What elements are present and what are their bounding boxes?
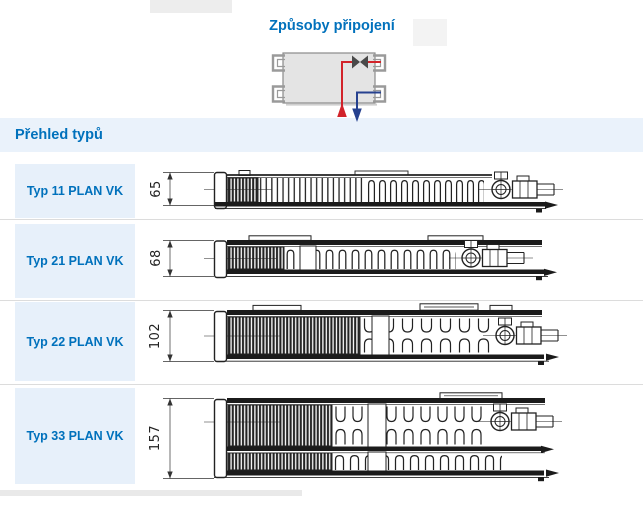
- connection-methods-title: Způsoby připojení: [269, 18, 395, 34]
- dimension-lines: [163, 172, 214, 479]
- type-label-typ-21: Typ 21 PLAN VK: [15, 224, 135, 298]
- page-edge-artifact-right: [413, 19, 447, 46]
- row-separator: [0, 384, 643, 385]
- type-label-text: Typ 22 PLAN VK: [26, 334, 124, 349]
- connection-ports: [271, 54, 387, 103]
- page-edge-artifact-bottom: [0, 490, 302, 496]
- drawing-typ-21: [204, 235, 557, 281]
- row-separator: [0, 300, 643, 301]
- type-label-typ-22: Typ 22 PLAN VK: [15, 302, 135, 381]
- drawing-typ-22: [204, 303, 568, 365]
- type-label-text: Typ 21 PLAN VK: [26, 254, 124, 268]
- type-label-text: Typ 33 PLAN VK: [26, 429, 124, 443]
- type-label-text: Typ 11 PLAN VK: [26, 184, 124, 198]
- valve-icon: [352, 55, 368, 69]
- drawing-typ-11: [204, 170, 564, 213]
- row-separator: [0, 219, 643, 220]
- drawing-typ-33: [204, 392, 563, 482]
- type-label-typ-11: Typ 11 PLAN VK: [15, 164, 135, 218]
- supply-pipe: [337, 61, 381, 117]
- page-edge-artifact-top: [150, 0, 232, 13]
- dimension-arrowheads: [167, 172, 173, 479]
- connection-diagram: [271, 52, 387, 122]
- type-overview-heading-label: Přehled typů: [15, 127, 103, 143]
- type-label-typ-33: Typ 33 PLAN VK: [15, 388, 135, 484]
- type-overview-heading: Přehled typů: [0, 118, 643, 152]
- return-pipe: [352, 91, 381, 122]
